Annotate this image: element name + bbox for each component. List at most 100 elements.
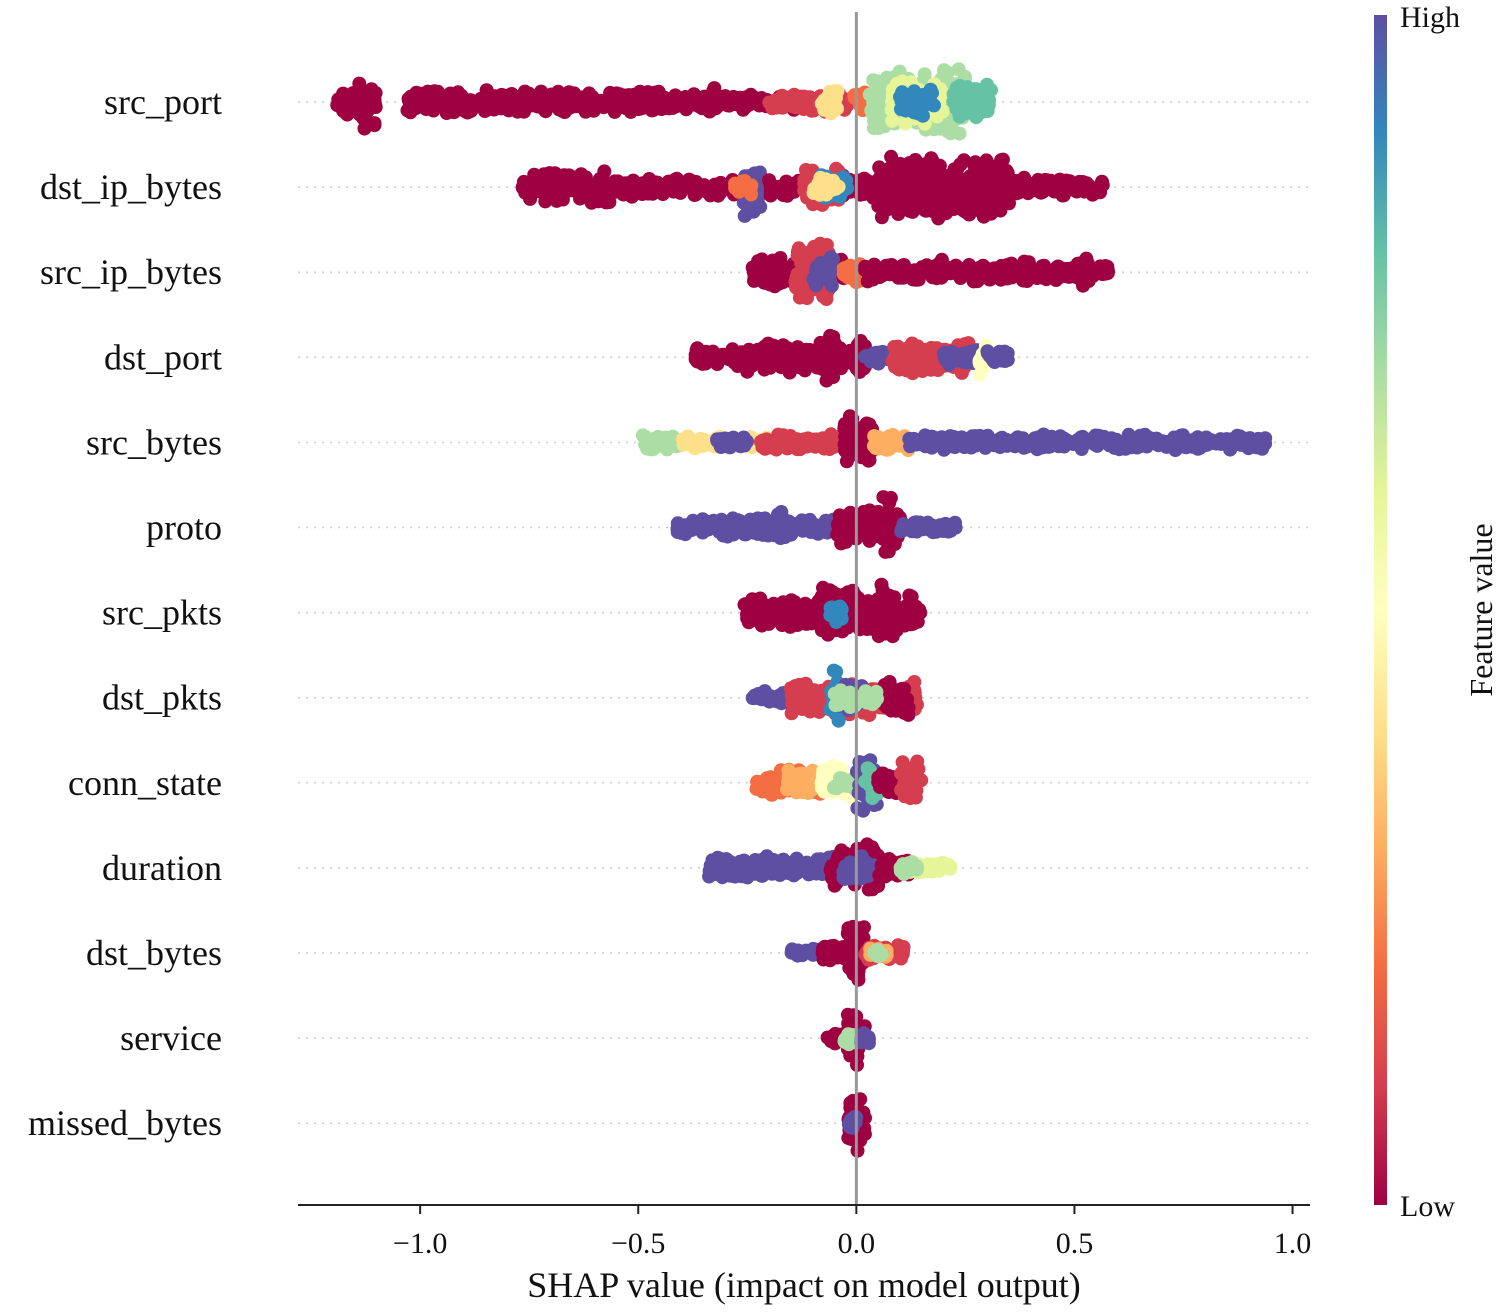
shap-point bbox=[840, 528, 855, 543]
shap-point bbox=[847, 88, 862, 103]
shap-point bbox=[769, 442, 784, 457]
shap-point bbox=[894, 522, 909, 537]
shap-point bbox=[800, 291, 814, 306]
shap-point bbox=[616, 187, 631, 202]
shap-point bbox=[625, 91, 640, 106]
shap-point bbox=[917, 171, 932, 186]
shap-point bbox=[972, 367, 987, 382]
shap-point bbox=[951, 62, 966, 77]
feature-beeswarm bbox=[745, 236, 1115, 306]
shap-point bbox=[1049, 431, 1064, 446]
shap-point bbox=[841, 270, 856, 285]
feature-beeswarm bbox=[745, 663, 924, 728]
shap-point bbox=[727, 355, 742, 370]
shap-point bbox=[948, 515, 962, 530]
shap-point bbox=[878, 544, 893, 559]
shap-point bbox=[1093, 264, 1108, 279]
shap-point bbox=[759, 432, 774, 447]
shap-point bbox=[1051, 259, 1066, 274]
shap-point bbox=[960, 92, 975, 107]
shap-point bbox=[982, 197, 997, 212]
shap-point bbox=[1214, 434, 1229, 449]
shap-point bbox=[825, 585, 840, 599]
shap-point bbox=[728, 178, 743, 193]
shap-point bbox=[595, 96, 610, 111]
shap-point bbox=[657, 90, 672, 105]
shap-point bbox=[952, 109, 967, 124]
shap-point bbox=[602, 195, 617, 210]
shap-point bbox=[680, 432, 695, 447]
shap-point bbox=[642, 87, 656, 102]
shap-point bbox=[892, 195, 907, 209]
shap-point bbox=[768, 93, 783, 108]
shap-point bbox=[1002, 435, 1017, 450]
shap-point bbox=[829, 615, 844, 629]
shap-point bbox=[1072, 269, 1087, 284]
shap-point bbox=[764, 265, 779, 280]
feature-beeswarm bbox=[688, 328, 1015, 388]
shap-point bbox=[1173, 428, 1188, 443]
shap-point bbox=[774, 691, 789, 706]
shap-point bbox=[725, 433, 740, 448]
shap-point bbox=[743, 180, 758, 195]
shap-point bbox=[933, 121, 948, 136]
shap-point bbox=[795, 276, 810, 291]
shap-point bbox=[871, 441, 885, 456]
shap-point bbox=[695, 180, 710, 195]
shap-point bbox=[481, 102, 496, 117]
shap-point bbox=[725, 342, 740, 357]
shap-point bbox=[695, 512, 710, 527]
shap-point bbox=[912, 604, 927, 619]
shap-point bbox=[743, 350, 758, 365]
feature-beeswarm bbox=[515, 149, 1110, 226]
shap-point bbox=[952, 126, 967, 141]
shap-point bbox=[536, 178, 551, 192]
shap-point bbox=[913, 198, 928, 213]
shap-point bbox=[988, 352, 1003, 367]
shap-point bbox=[898, 116, 913, 131]
shap-point bbox=[1026, 438, 1041, 453]
shap-point bbox=[794, 678, 809, 693]
shap-point bbox=[577, 94, 592, 109]
shap-point bbox=[926, 521, 941, 536]
shap-point bbox=[525, 175, 540, 189]
shap-point bbox=[1043, 173, 1058, 188]
shap-point bbox=[807, 181, 822, 196]
shap-point bbox=[936, 184, 951, 199]
shap-point bbox=[703, 101, 718, 116]
shap-point bbox=[822, 263, 837, 278]
shap-point bbox=[517, 84, 532, 99]
shap-point bbox=[882, 495, 897, 510]
feature-beeswarm bbox=[635, 409, 1273, 469]
shap-point bbox=[841, 585, 856, 600]
shap-point bbox=[753, 199, 768, 214]
shap-point bbox=[949, 80, 964, 95]
shap-point bbox=[885, 265, 900, 279]
shap-point bbox=[937, 63, 951, 78]
shap-point bbox=[876, 607, 890, 622]
shap-point bbox=[1234, 437, 1249, 452]
shap-point bbox=[993, 203, 1008, 218]
shap-point bbox=[890, 172, 905, 187]
shap-point bbox=[811, 523, 826, 538]
feature-beeswarm bbox=[670, 490, 963, 559]
shap-point bbox=[869, 265, 884, 280]
shap-point bbox=[868, 104, 883, 119]
shap-point bbox=[936, 346, 951, 361]
shap-point bbox=[989, 176, 1004, 191]
shap-point bbox=[813, 236, 828, 251]
shap-point bbox=[736, 434, 751, 449]
shap-point bbox=[707, 183, 722, 198]
shap-point bbox=[1052, 182, 1067, 197]
shap-point bbox=[829, 664, 844, 679]
shap-point bbox=[823, 103, 838, 118]
shap-point bbox=[747, 273, 761, 288]
shap-point bbox=[1021, 267, 1036, 282]
shap-point bbox=[1147, 434, 1162, 449]
shap-point bbox=[838, 417, 852, 431]
shap-point bbox=[758, 598, 773, 613]
shap-point bbox=[1196, 438, 1211, 453]
shap-point bbox=[711, 349, 726, 364]
shap-point bbox=[905, 272, 920, 287]
shap-point bbox=[782, 365, 797, 380]
